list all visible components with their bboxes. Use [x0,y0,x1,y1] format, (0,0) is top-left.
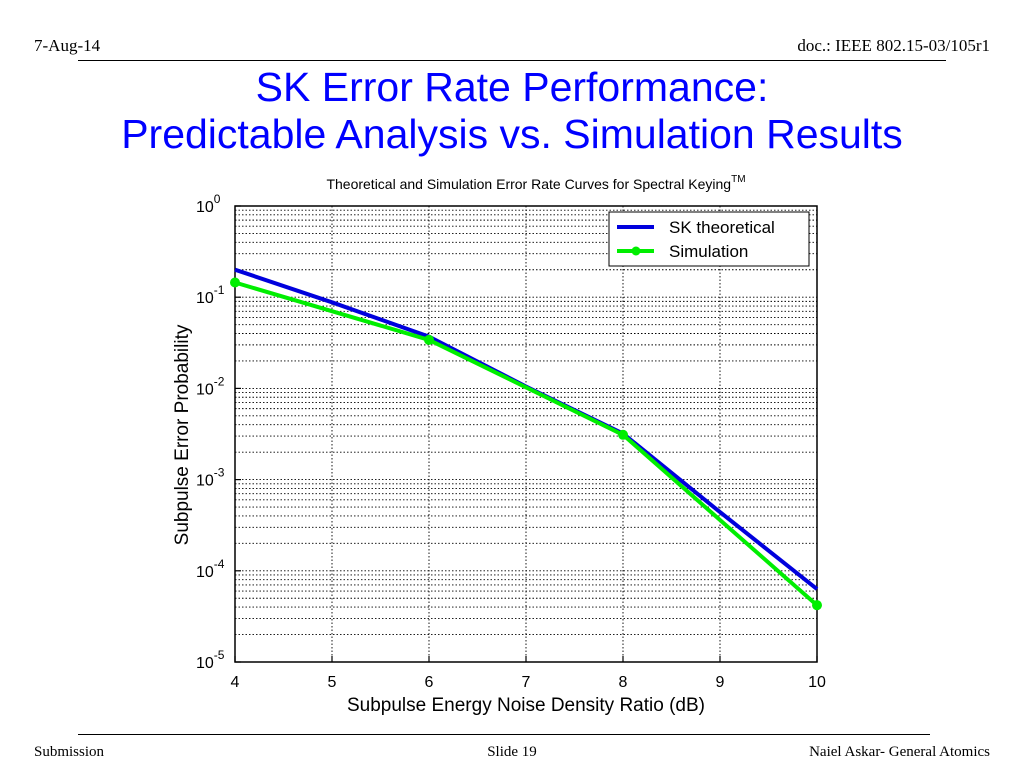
x-tick-label: 10 [808,674,826,691]
data-point-simulation [812,600,822,611]
series-layer [230,267,822,611]
y-tick-base: 10 [196,381,214,398]
data-point-simulation [424,334,434,345]
y-tick-base: 10 [196,199,214,216]
y-tick-exponent: -2 [214,374,225,388]
series-line-simulation [234,280,819,607]
chart-title: Theoretical and Simulation Error Rate Cu… [326,174,745,192]
x-tick-label: 5 [328,674,337,691]
y-tick-label: 10-3 [196,466,225,490]
chart-title-superscript: TM [731,174,745,185]
x-tick-label: 7 [522,674,531,691]
y-tick-exponent: 0 [214,192,221,206]
y-tick-base: 10 [196,655,214,672]
date-label: 7-Aug-14 [34,36,101,55]
chart-title-text: Theoretical and Simulation Error Rate Cu… [326,176,731,192]
x-axis-label: Subpulse Energy Noise Density Ratio (dB) [347,695,705,716]
legend-label-sk-theoretical: SK theoretical [669,218,775,237]
y-tick-exponent: -3 [214,466,225,480]
y-tick-label: 10-4 [196,557,225,581]
slide-title-line-1: SK Error Rate Performance: [255,64,769,110]
y-tick-exponent: -1 [214,283,225,297]
y-tick-base: 10 [196,564,214,581]
slide-title-line-2: Predictable Analysis vs. Simulation Resu… [121,111,903,157]
legend-label-simulation: Simulation [669,242,748,261]
y-axis-label: Subpulse Error Probability [172,324,193,545]
legend-box [608,211,810,267]
y-tick-label: 10-5 [196,648,225,672]
footer-rule [78,734,930,735]
data-point-simulation [230,277,240,288]
x-tick-label: 8 [619,674,628,691]
legend: SK theoretical Simulation [608,211,810,267]
x-axis: 4 5 6 7 8 9 10 [231,656,826,691]
x-tick-label: 9 [716,674,725,691]
major-grid [234,205,818,663]
document-id: doc.: IEEE 802.15-03/105r1 [797,36,990,55]
y-tick-exponent: -5 [214,648,225,662]
y-tick-label: 10-2 [196,374,225,398]
y-tick-base: 10 [196,473,214,490]
slide-title: SK Error Rate Performance: Predictable A… [0,64,1024,158]
y-tick-label: 10-1 [196,283,225,307]
y-tick-base: 10 [196,290,214,307]
x-tick-label: 4 [231,674,240,691]
footer-author: Naiel Askar- General Atomics [809,744,990,760]
data-point-simulation [618,429,628,440]
x-tick-label: 6 [425,674,434,691]
footer-submission: Submission [34,744,105,760]
y-tick-label: 100 [196,192,221,216]
header-rule [78,60,946,61]
legend-marker-simulation [631,246,641,256]
footer-slide-number: Slide 19 [487,744,537,760]
y-tick-exponent: -4 [214,557,225,571]
